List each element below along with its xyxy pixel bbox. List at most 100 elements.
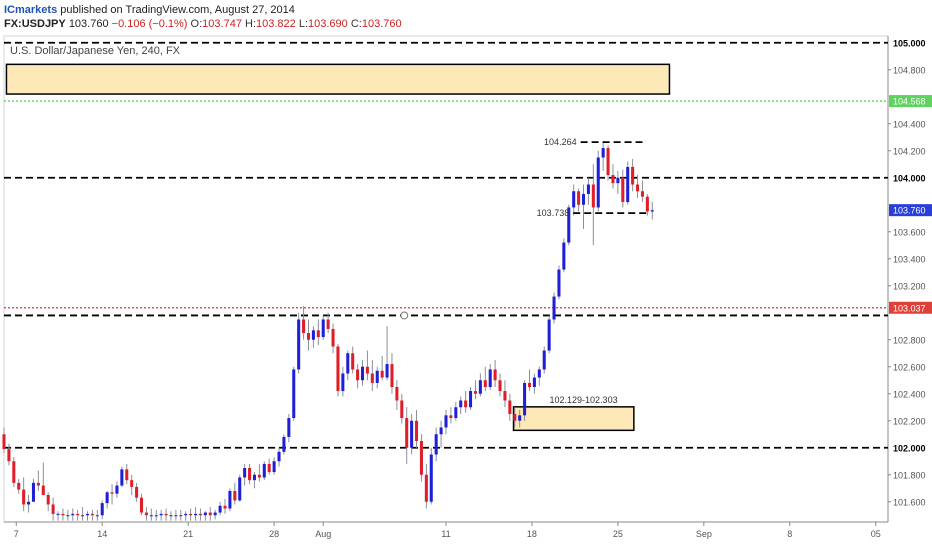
high-label: H: [245, 18, 256, 30]
candle-body [144, 512, 148, 516]
candle-body [189, 513, 193, 516]
candle-body [238, 477, 242, 501]
candle-body [370, 373, 374, 383]
candle-body [56, 513, 60, 515]
zone-label: 102.129-102.303 [550, 395, 618, 405]
level-price-label: 104.568 [893, 97, 926, 107]
candle-body [272, 461, 276, 473]
y-tick-label: 104.800 [893, 65, 926, 75]
candle-body [360, 366, 365, 381]
y-tick-label: 104.200 [893, 146, 926, 156]
x-tick-label: 05 [871, 529, 881, 539]
candle-body [120, 469, 124, 486]
candle-body [287, 418, 291, 437]
candle-body [508, 400, 512, 414]
candle-body [213, 512, 217, 516]
candle-body [478, 380, 482, 394]
candle-body [179, 515, 183, 517]
open-label: O: [190, 18, 203, 30]
candle-body [596, 157, 600, 208]
open-value: 103.747 [202, 18, 242, 30]
y-tick-label: 102.800 [893, 335, 926, 345]
price-chart[interactable]: U.S. Dollar/Japanese Yen, 240, FX 101.600… [0, 34, 932, 550]
candle-body [429, 454, 433, 502]
candle-body [51, 504, 55, 514]
price-annotation: 103.738 [537, 208, 570, 218]
candle-body [444, 415, 448, 428]
y-tick-label: 104.400 [893, 119, 926, 129]
level-price-label: 103.037 [893, 303, 926, 313]
candle-body [174, 515, 178, 517]
candle-body [631, 166, 635, 185]
candle-body [518, 415, 522, 421]
candle-body [326, 319, 330, 329]
candle-body [135, 486, 139, 498]
level-price-label: 102.000 [893, 443, 926, 453]
candle-body [159, 513, 163, 516]
candle-body [434, 434, 438, 455]
candle-body [611, 175, 615, 184]
candle-body [557, 269, 561, 297]
candle-body [365, 366, 369, 374]
y-tick-label: 102.600 [893, 362, 926, 372]
candle-body [41, 485, 45, 495]
candle-body [488, 369, 492, 387]
candle-body [130, 480, 134, 487]
candle-body [17, 482, 21, 490]
candle-body [169, 515, 173, 517]
candle-body [380, 370, 384, 378]
candle-body [208, 512, 212, 516]
candle-body [410, 420, 414, 448]
candle-body [46, 495, 50, 505]
candle-body [395, 387, 399, 401]
candle-body [164, 513, 168, 516]
candle-body [105, 492, 109, 504]
candle-body [645, 196, 649, 212]
y-tick-label: 103.400 [893, 254, 926, 264]
candle-body [400, 400, 404, 419]
candle-body [267, 463, 271, 473]
y-tick-label: 102.400 [893, 389, 926, 399]
candle-body [198, 513, 202, 516]
candle-body [532, 377, 536, 387]
candle-body [405, 418, 409, 448]
candle-body [542, 350, 546, 370]
candle-body [61, 513, 65, 516]
price-change: −0.106 (−0.1%) [111, 18, 188, 30]
candle-body [194, 513, 198, 516]
candle-body [66, 515, 70, 517]
current-price-tag [889, 204, 932, 217]
close-label: C: [350, 18, 362, 30]
symbol-label[interactable]: FX:USDJPY [4, 18, 66, 30]
candle-body [100, 503, 104, 516]
candle-body [282, 436, 286, 452]
x-tick-label: Sep [696, 529, 712, 539]
candle-body [7, 449, 11, 462]
candle-body [95, 515, 99, 517]
candle-body [262, 463, 266, 478]
candle-body [125, 469, 129, 481]
candle-body [591, 184, 595, 208]
candle-body [321, 319, 325, 338]
candle-body [149, 515, 153, 517]
x-tick-label: 25 [613, 529, 623, 539]
candle-body [154, 515, 158, 517]
candle-body [277, 451, 281, 462]
candle-body [341, 373, 345, 392]
candle-body [469, 391, 473, 408]
candle-body [621, 177, 625, 203]
candle-body [390, 364, 394, 387]
candle-body [567, 207, 571, 243]
publisher-line: ICmarkets published on TradingView.com, … [4, 4, 295, 16]
candle-body [316, 330, 320, 338]
candle-body [636, 184, 640, 192]
candle-body [464, 400, 468, 408]
candle-body [419, 441, 423, 475]
candle-body [90, 513, 94, 516]
high-value: 103.822 [256, 18, 296, 30]
candle-body [331, 328, 335, 347]
publisher-link[interactable]: ICmarkets [4, 4, 58, 16]
candle-body [375, 370, 379, 383]
candle-body [184, 513, 188, 516]
